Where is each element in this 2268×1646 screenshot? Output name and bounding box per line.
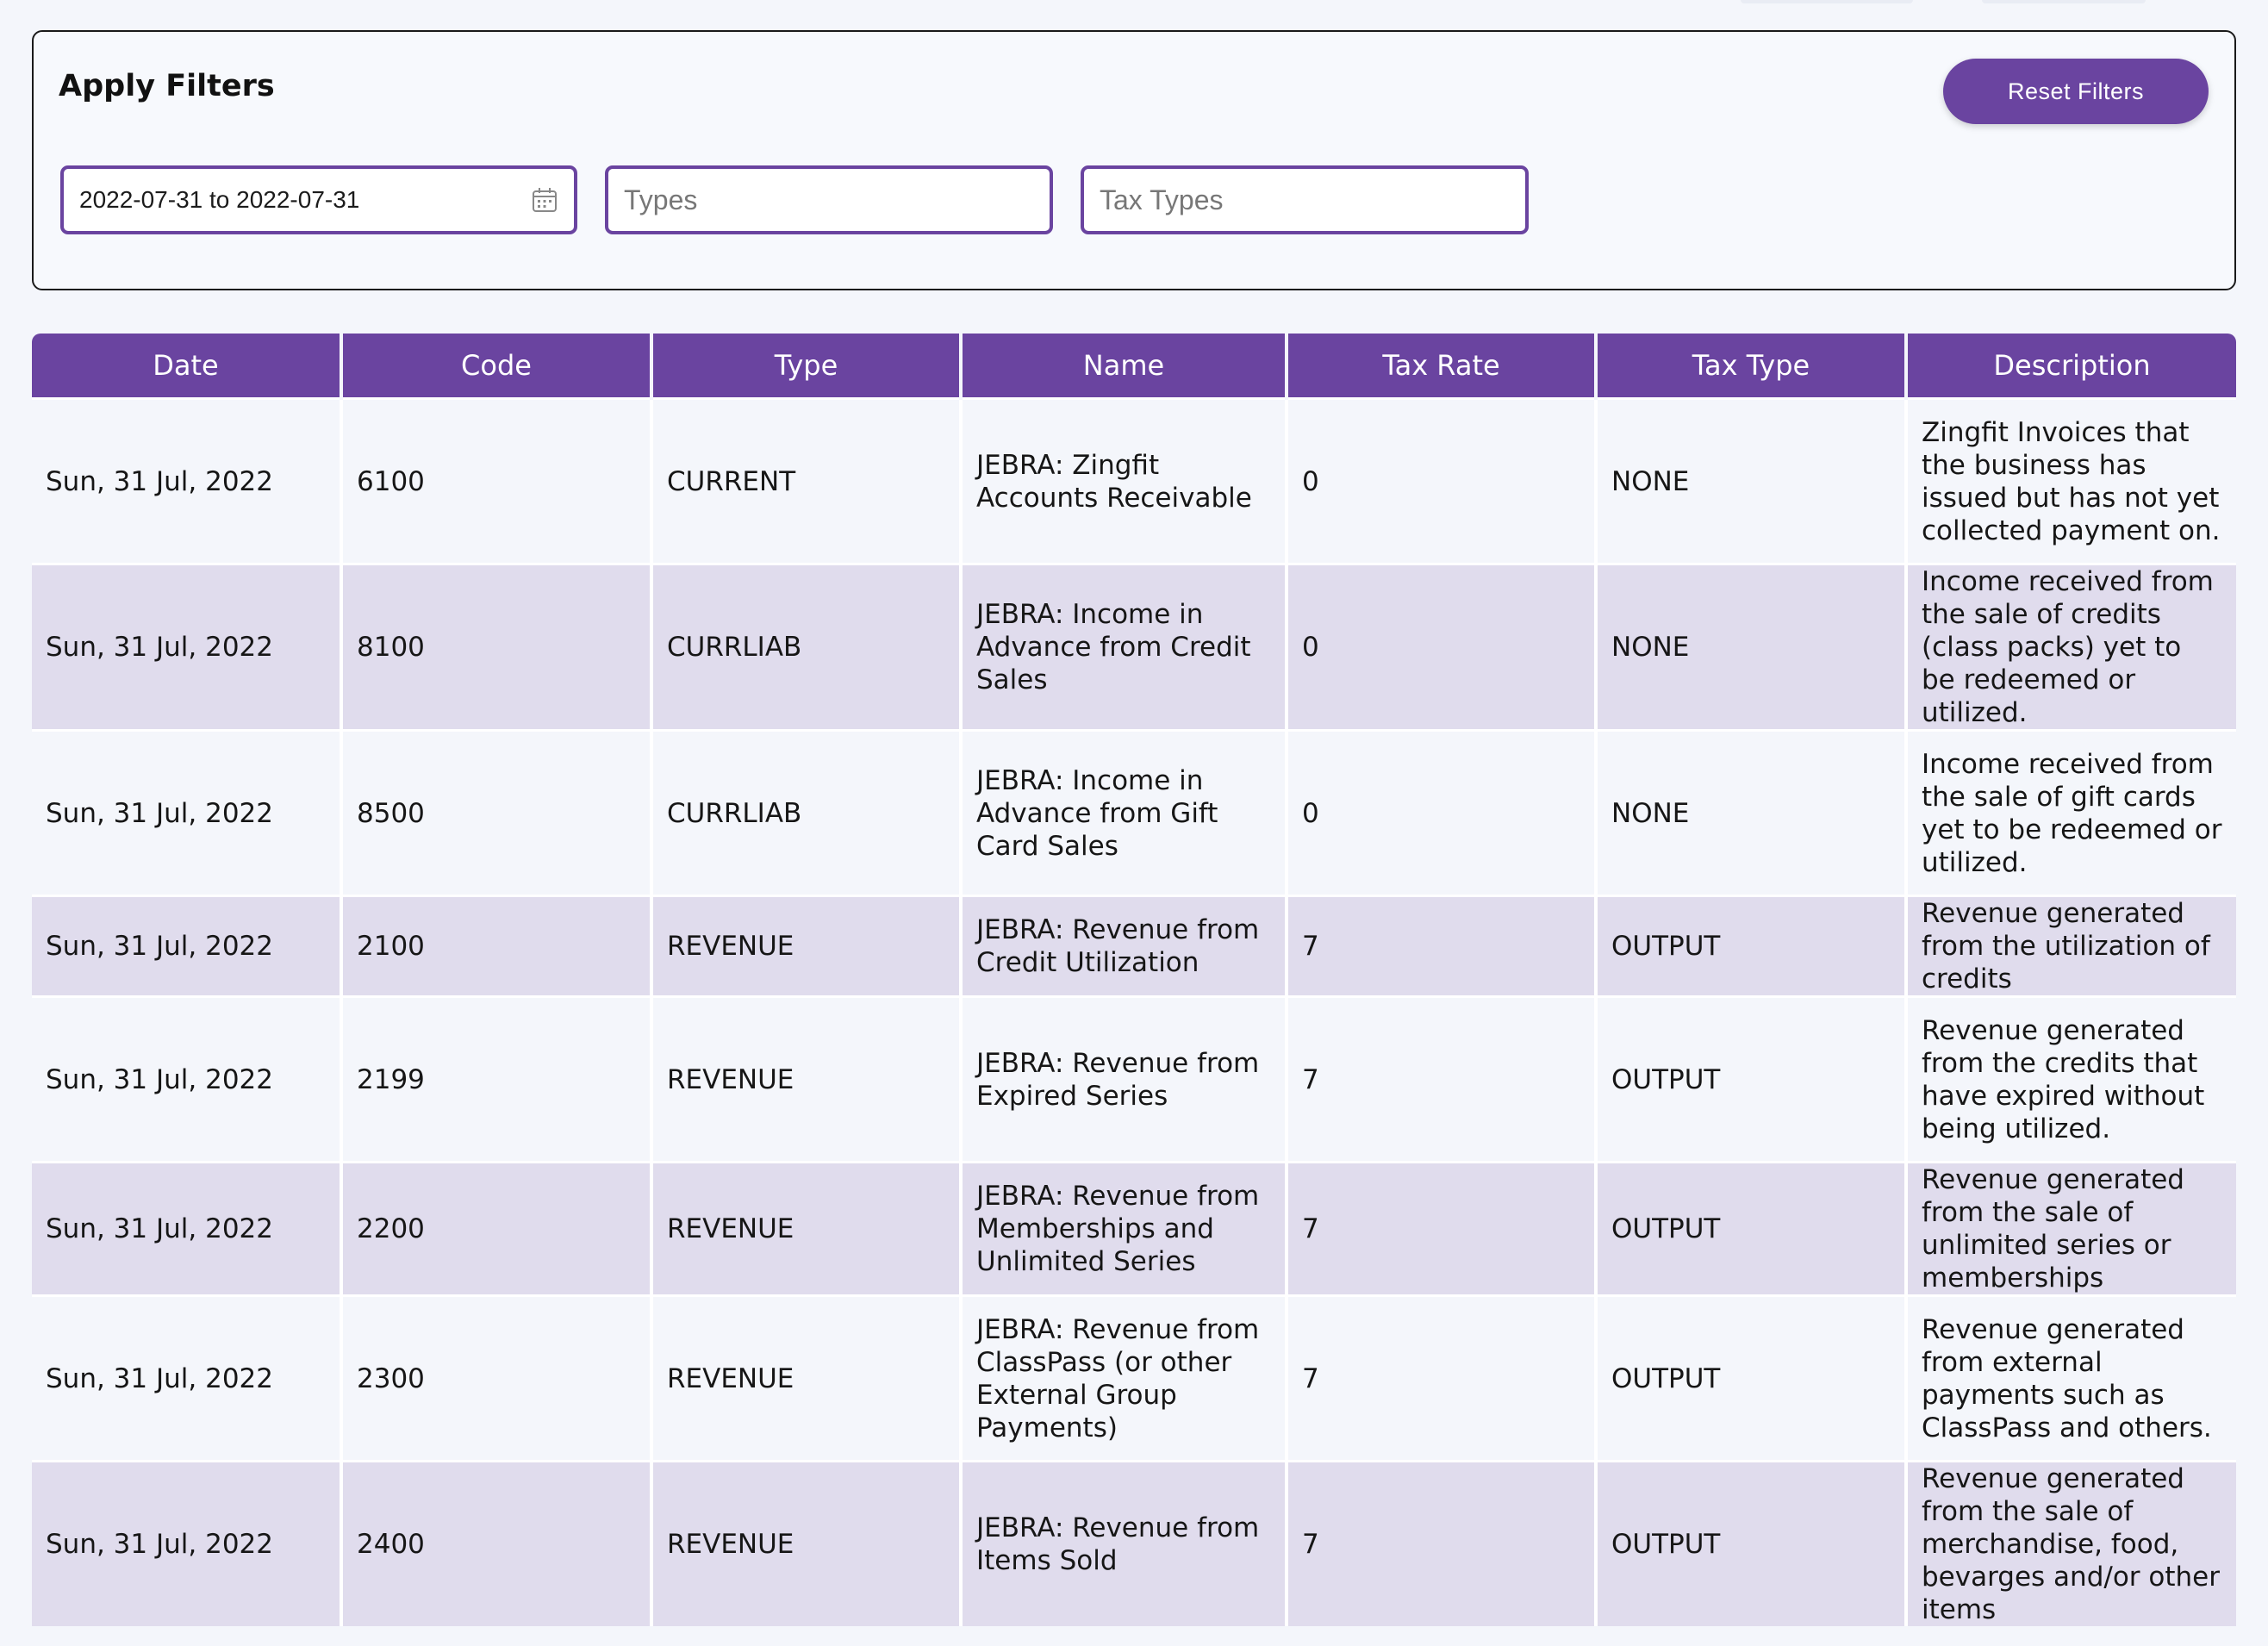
- column-header-date[interactable]: Date: [32, 334, 343, 399]
- tax-types-placeholder: Tax Types: [1100, 184, 1224, 215]
- cell-description: Revenue generated from the sale of merch…: [1906, 1460, 2236, 1626]
- cell-name: JEBRA: Revenue from ClassPass (or other …: [961, 1294, 1288, 1462]
- table-row: Sun, 31 Jul, 2022 8100 CURRLIAB JEBRA: I…: [32, 563, 2236, 731]
- column-header-code[interactable]: Code: [341, 334, 653, 399]
- cell-date: Sun, 31 Jul, 2022: [32, 397, 343, 564]
- cell-code: 2100: [341, 895, 653, 997]
- cell-date: Sun, 31 Jul, 2022: [32, 1460, 343, 1626]
- cell-tax-rate: 7: [1287, 895, 1598, 997]
- cell-tax-rate: 7: [1287, 995, 1598, 1163]
- cell-date: Sun, 31 Jul, 2022: [32, 1161, 343, 1296]
- cell-date: Sun, 31 Jul, 2022: [32, 995, 343, 1163]
- cell-description: Revenue generated from the sale of unlim…: [1906, 1161, 2236, 1296]
- cell-description: Revenue generated from the utilization o…: [1906, 895, 2236, 997]
- cell-code: 2300: [341, 1294, 653, 1462]
- cell-type: CURRLIAB: [651, 563, 963, 731]
- cell-code: 2400: [341, 1460, 653, 1626]
- types-placeholder: Types: [624, 184, 698, 215]
- calendar-icon[interactable]: [531, 186, 558, 214]
- cell-type: CURRLIAB: [651, 729, 963, 896]
- cell-name: JEBRA: Revenue from Items Sold: [961, 1460, 1288, 1626]
- cell-code: 8100: [341, 563, 653, 731]
- types-select[interactable]: Types: [605, 165, 1053, 234]
- column-header-tax-rate[interactable]: Tax Rate: [1287, 334, 1598, 399]
- cell-date: Sun, 31 Jul, 2022: [32, 729, 343, 896]
- column-header-type[interactable]: Type: [651, 334, 963, 399]
- table-row: Sun, 31 Jul, 2022 8500 CURRLIAB JEBRA: I…: [32, 729, 2236, 896]
- filter-panel-title: Apply Filters: [59, 69, 275, 103]
- top-edge-fragment: [1982, 0, 2146, 3]
- cell-type: CURRENT: [651, 397, 963, 564]
- accounts-table: Date Code Type Name Tax Rate Tax Type De…: [32, 334, 2236, 1626]
- top-edge-fragment: [1741, 0, 1913, 3]
- cell-type: REVENUE: [651, 1294, 963, 1462]
- column-header-name[interactable]: Name: [961, 334, 1288, 399]
- cell-name: JEBRA: Income in Advance from Credit Sal…: [961, 563, 1288, 731]
- cell-tax-rate: 7: [1287, 1294, 1598, 1462]
- table-row: Sun, 31 Jul, 2022 2100 REVENUE JEBRA: Re…: [32, 895, 2236, 997]
- cell-date: Sun, 31 Jul, 2022: [32, 563, 343, 731]
- cell-name: JEBRA: Revenue from Credit Utilization: [961, 895, 1288, 997]
- table-row: Sun, 31 Jul, 2022 2200 REVENUE JEBRA: Re…: [32, 1161, 2236, 1296]
- cell-type: REVENUE: [651, 895, 963, 997]
- cell-tax-type: OUTPUT: [1596, 895, 1908, 997]
- cell-tax-rate: 0: [1287, 397, 1598, 564]
- cell-name: JEBRA: Revenue from Memberships and Unli…: [961, 1161, 1288, 1296]
- cell-description: Zingfit Invoices that the business has i…: [1906, 397, 2236, 564]
- column-header-description[interactable]: Description: [1906, 334, 2236, 399]
- cell-tax-type: NONE: [1596, 563, 1908, 731]
- cell-name: JEBRA: Zingfit Accounts Receivable: [961, 397, 1288, 564]
- cell-name: JEBRA: Revenue from Expired Series: [961, 995, 1288, 1163]
- cell-tax-type: OUTPUT: [1596, 1294, 1908, 1462]
- reset-filters-button[interactable]: Reset Filters: [1943, 59, 2209, 124]
- cell-tax-rate: 0: [1287, 563, 1598, 731]
- column-header-tax-type[interactable]: Tax Type: [1596, 334, 1908, 399]
- cell-tax-type: OUTPUT: [1596, 1460, 1908, 1626]
- cell-description: Revenue generated from external payments…: [1906, 1294, 2236, 1462]
- cell-tax-rate: 7: [1287, 1161, 1598, 1296]
- cell-code: 2200: [341, 1161, 653, 1296]
- cell-code: 8500: [341, 729, 653, 896]
- filter-panel: [32, 30, 2236, 290]
- cell-tax-rate: 7: [1287, 1460, 1598, 1626]
- cell-tax-rate: 0: [1287, 729, 1598, 896]
- cell-type: REVENUE: [651, 1161, 963, 1296]
- cell-type: REVENUE: [651, 1460, 963, 1626]
- cell-tax-type: NONE: [1596, 397, 1908, 564]
- cell-type: REVENUE: [651, 995, 963, 1163]
- cell-name: JEBRA: Income in Advance from Gift Card …: [961, 729, 1288, 896]
- cell-date: Sun, 31 Jul, 2022: [32, 895, 343, 997]
- cell-description: Income received from the sale of credits…: [1906, 563, 2236, 731]
- table-row: Sun, 31 Jul, 2022 2300 REVENUE JEBRA: Re…: [32, 1294, 2236, 1462]
- tax-types-select[interactable]: Tax Types: [1081, 165, 1529, 234]
- cell-date: Sun, 31 Jul, 2022: [32, 1294, 343, 1462]
- table-row: Sun, 31 Jul, 2022 6100 CURRENT JEBRA: Zi…: [32, 397, 2236, 564]
- cell-description: Income received from the sale of gift ca…: [1906, 729, 2236, 896]
- cell-description: Revenue generated from the credits that …: [1906, 995, 2236, 1163]
- date-range-input[interactable]: 2022-07-31 to 2022-07-31: [60, 165, 577, 234]
- cell-tax-type: OUTPUT: [1596, 995, 1908, 1163]
- cell-tax-type: OUTPUT: [1596, 1161, 1908, 1296]
- table-header-row: Date Code Type Name Tax Rate Tax Type De…: [32, 334, 2236, 399]
- date-range-value: 2022-07-31 to 2022-07-31: [79, 186, 360, 213]
- cell-tax-type: NONE: [1596, 729, 1908, 896]
- table-row: Sun, 31 Jul, 2022 2400 REVENUE JEBRA: Re…: [32, 1460, 2236, 1626]
- cell-code: 2199: [341, 995, 653, 1163]
- accounts-table-container: Date Code Type Name Tax Rate Tax Type De…: [32, 334, 2236, 1626]
- table-row: Sun, 31 Jul, 2022 2199 REVENUE JEBRA: Re…: [32, 995, 2236, 1163]
- cell-code: 6100: [341, 397, 653, 564]
